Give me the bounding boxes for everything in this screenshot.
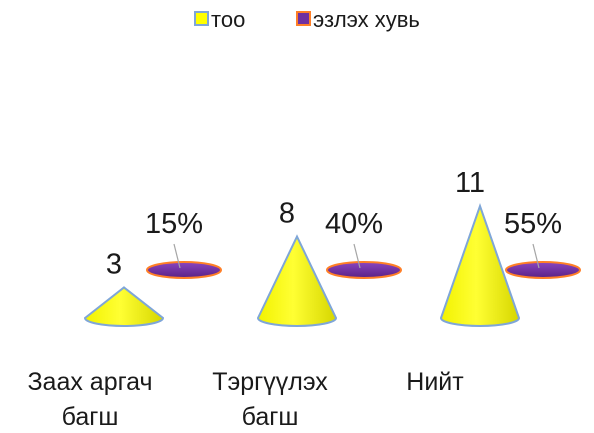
leader-line: [353, 243, 361, 269]
category-label: Нийт: [406, 368, 464, 396]
data-label-count: 8: [279, 198, 295, 230]
legend-swatch-percent: [296, 11, 311, 26]
leader-line: [532, 243, 540, 269]
data-label-percent: 55%: [504, 208, 562, 240]
legend-item-percent: эзлэх хувь: [296, 7, 420, 32]
cone-bar: [439, 202, 521, 327]
legend-label-count: тоо: [211, 7, 245, 32]
legend-swatch-count: [194, 11, 209, 26]
category-label: багш: [242, 403, 299, 431]
plot-area: 3 15% Заах аргач багш 8 40% Тэргүүлэх багш 11 55%…: [27, 167, 581, 431]
data-label-count: 3: [106, 248, 122, 280]
legend-label-percent: эзлэх хувь: [313, 7, 420, 32]
cone-bar: [256, 234, 338, 327]
legend: тоо эзлэх хувь: [194, 7, 420, 32]
category-label: Тэргүүлэх: [212, 368, 328, 396]
percent-disc: [326, 261, 402, 279]
data-label-count: 11: [455, 167, 485, 199]
data-label-percent: 15%: [145, 208, 203, 240]
category-label: багш: [62, 403, 119, 431]
leader-line: [173, 243, 181, 269]
legend-item-count: тоо: [194, 7, 245, 32]
percent-disc: [146, 261, 222, 279]
percent-disc: [505, 261, 581, 279]
category-label: Заах аргач: [27, 368, 152, 396]
data-label-percent: 40%: [325, 208, 383, 240]
cone-bar: [83, 286, 165, 327]
